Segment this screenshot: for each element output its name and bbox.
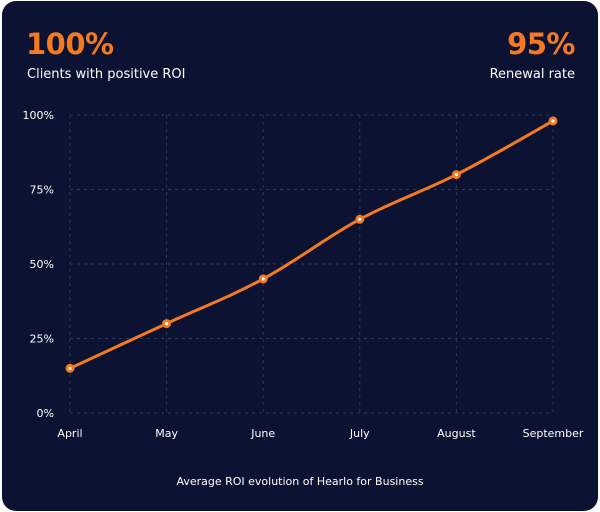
renewal-rate-value: 95%	[507, 27, 575, 61]
series	[65, 116, 558, 373]
y-tick-label: 25%	[30, 333, 54, 346]
data-point-center	[454, 173, 458, 177]
grid	[69, 114, 554, 414]
data-point-center	[551, 119, 555, 123]
data-point-center	[68, 366, 72, 370]
x-tick-label: July	[349, 427, 370, 440]
series-line	[68, 119, 555, 370]
x-tick-label: August	[437, 427, 476, 440]
x-tick-label: May	[155, 427, 178, 440]
x-axis-ticks: April May June July August September	[57, 427, 583, 440]
chart-caption: Average ROI evolution of Hearlo for Busi…	[176, 475, 423, 488]
y-axis-ticks: 0% 25% 50% 75% 100%	[23, 109, 54, 420]
y-tick-label: 100%	[23, 109, 54, 122]
x-tick-label: April	[57, 427, 82, 440]
data-point-center	[165, 322, 169, 326]
y-tick-label: 50%	[30, 258, 54, 271]
data-point-center	[261, 277, 265, 281]
y-tick-label: 75%	[30, 184, 54, 197]
positive-roi-label: Clients with positive ROI	[27, 67, 186, 82]
x-tick-label: September	[523, 427, 584, 440]
x-tick-label: June	[250, 427, 275, 440]
y-tick-label: 0%	[37, 407, 54, 420]
positive-roi-value: 100%	[26, 27, 114, 61]
renewal-rate-label: Renewal rate	[489, 67, 575, 82]
data-point-center	[358, 217, 362, 221]
